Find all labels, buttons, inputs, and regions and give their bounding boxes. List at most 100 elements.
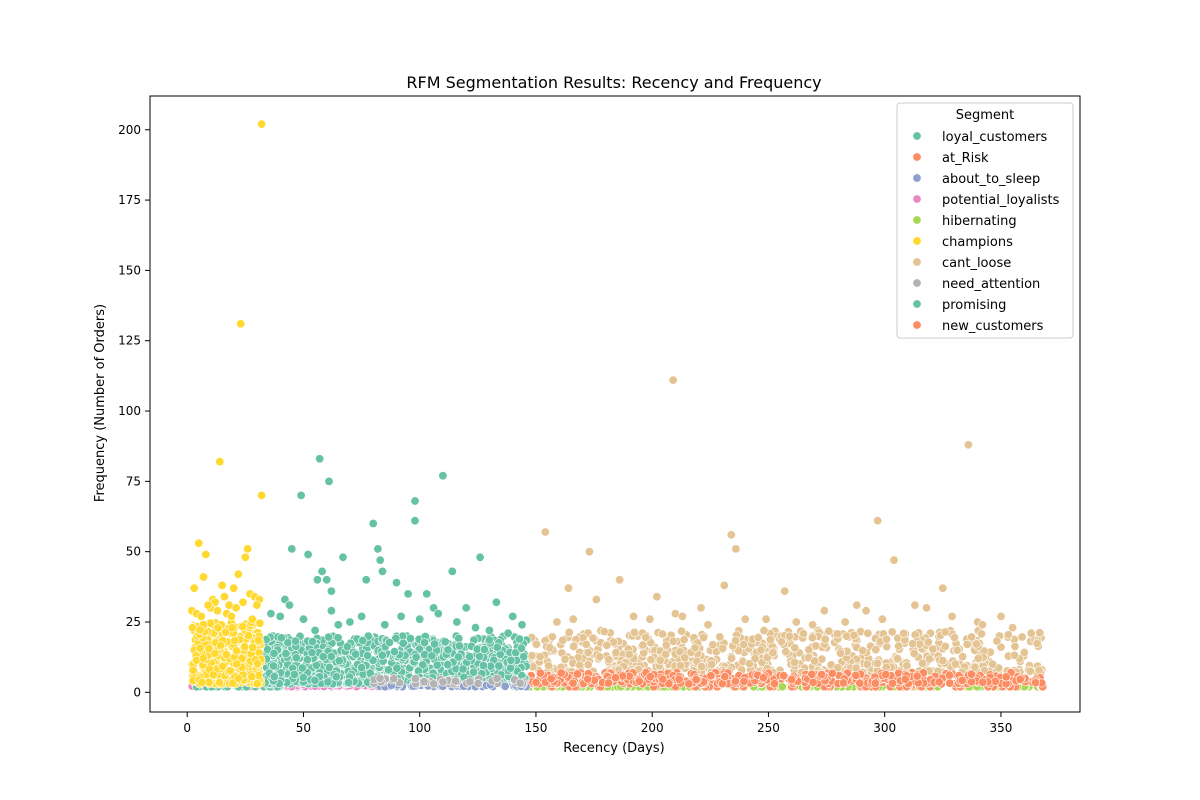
cant_loose-point (652, 592, 662, 602)
at_Risk-point (610, 673, 620, 683)
cant_loose-point (908, 639, 918, 649)
cant_loose-point (563, 583, 573, 593)
cant_loose-point (591, 594, 601, 604)
loyal_customers-point (351, 649, 361, 659)
cant_loose-point (756, 645, 766, 655)
loyal_customers-point (266, 609, 276, 619)
cant_loose-point (604, 655, 614, 665)
cant_loose-point (824, 626, 834, 636)
champions-point (247, 614, 257, 624)
loyal_customers-point (296, 490, 306, 500)
loyal_customers-point (291, 636, 301, 646)
cant_loose-point (976, 629, 986, 639)
champions-point (217, 580, 227, 590)
legend-title: Segment (956, 108, 1015, 123)
at_Risk-point (870, 678, 880, 688)
cant_loose-point (719, 580, 729, 590)
cant_loose-point (1010, 641, 1020, 651)
at_Risk-point (978, 677, 988, 687)
cant_loose-point (947, 611, 957, 621)
legend-marker (912, 257, 922, 267)
loyal_customers-point (505, 663, 515, 673)
cant_loose-point (1009, 650, 1019, 660)
cant_loose-point (761, 614, 771, 624)
cant_loose-point (545, 643, 555, 653)
at_Risk-point (934, 677, 944, 687)
at_Risk-point (957, 675, 967, 685)
loyal_customers-point (420, 638, 430, 648)
loyal_customers-point (484, 625, 494, 635)
loyal_customers-point (281, 649, 291, 659)
cant_loose-point (611, 648, 621, 658)
x-axis-label: Recency (Days) (563, 741, 664, 756)
cant_loose-point (789, 657, 799, 667)
loyal_customers-point (410, 516, 420, 526)
loyal_customers-point (433, 609, 443, 619)
cant_loose-point (629, 627, 639, 637)
champions-point (225, 666, 235, 676)
need_attention-point (419, 677, 429, 687)
loyal_customers-point (326, 651, 336, 661)
cant_loose-point (740, 614, 750, 624)
champions-point (253, 659, 263, 669)
champions-point (233, 673, 243, 683)
champions-point (226, 611, 236, 621)
loyal_customers-point (438, 471, 448, 481)
cant_loose-point (739, 639, 749, 649)
cant_loose-point (661, 640, 671, 650)
loyal_customers-point (398, 638, 408, 648)
loyal_customers-point (453, 652, 463, 662)
cant_loose-point (744, 659, 754, 669)
cant_loose-point (602, 640, 612, 650)
legend-label: promising (942, 298, 1006, 313)
cant_loose-point (784, 631, 794, 641)
at_Risk-point (535, 668, 545, 678)
cant_loose-point (765, 635, 775, 645)
cant_loose-point (759, 625, 769, 635)
legend-label: need_attention (942, 277, 1040, 292)
legend-marker (912, 173, 922, 183)
cant_loose-point (996, 611, 1006, 621)
cant_loose-point (696, 603, 706, 613)
cant_loose-point (808, 620, 818, 630)
champions-point (216, 640, 226, 650)
loyal_customers-point (503, 628, 513, 638)
hibernating-point (777, 682, 787, 692)
need_attention-point (473, 678, 483, 688)
loyal_customers-point (308, 637, 318, 647)
need_attention-point (389, 674, 399, 684)
legend-label: potential_loyalists (942, 193, 1060, 208)
need_attention-point (465, 677, 475, 687)
loyal_customers-point (287, 544, 297, 554)
cant_loose-point (1035, 628, 1045, 638)
loyal_customers-point (315, 454, 325, 464)
loyal_customers-point (380, 620, 390, 630)
need_attention-point (438, 677, 448, 687)
champions-point (248, 642, 258, 652)
loyal_customers-point (318, 652, 328, 662)
cant_loose-point (560, 654, 570, 664)
loyal_customers-point (415, 614, 425, 624)
cant_loose-point (569, 641, 579, 651)
y-tick-label: 50 (126, 545, 141, 559)
cant_loose-point (641, 632, 651, 642)
cant_loose-point (629, 611, 639, 621)
champions-point (195, 625, 205, 635)
cant_loose-point (677, 626, 687, 636)
loyal_customers-point (361, 575, 371, 585)
champions-point (252, 600, 262, 610)
at_Risk-point (572, 669, 582, 679)
legend-marker (912, 131, 922, 141)
legend-marker (912, 194, 922, 204)
cant_loose-point (638, 640, 648, 650)
cant_loose-point (952, 645, 962, 655)
loyal_customers-point (357, 611, 367, 621)
at_Risk-point (851, 670, 861, 680)
cant_loose-point (849, 630, 859, 640)
cant_loose-point (731, 636, 741, 646)
cant_loose-point (768, 648, 778, 658)
loyal_customers-point (410, 496, 420, 506)
cant_loose-point (527, 651, 537, 661)
at_Risk-point (674, 674, 684, 684)
